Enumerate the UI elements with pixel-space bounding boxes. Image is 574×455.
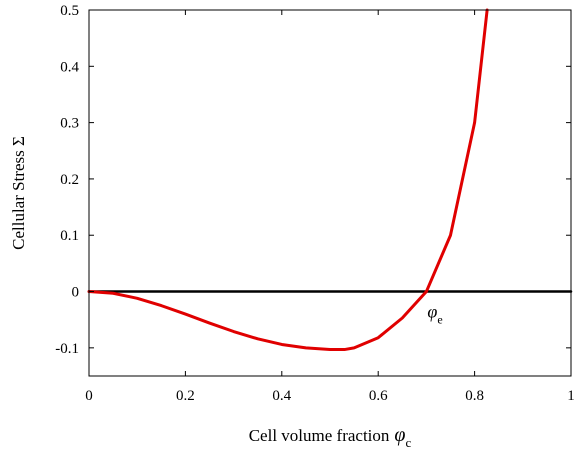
series-layer — [87, 8, 573, 352]
annotation-phi-e: φe — [427, 302, 442, 327]
annotation-symbol: φ — [427, 302, 437, 322]
x-axis-label-symbol: φ — [394, 424, 405, 446]
x-axis-label-sub: c — [405, 435, 411, 450]
annotation-layer: φe — [427, 302, 442, 327]
x-tick-label: 1 — [567, 388, 574, 404]
y-tick-label: 0 — [72, 285, 80, 301]
series-line-stress — [87, 8, 489, 352]
x-axis-label: Cell volume fraction φc — [249, 424, 412, 450]
x-tick-label: 0.8 — [465, 388, 484, 404]
y-tick-label: 0.3 — [60, 116, 79, 132]
y-tick-label: -0.1 — [55, 341, 79, 357]
y-tick-label: 0.4 — [60, 59, 79, 75]
x-tick-label: 0.4 — [272, 388, 291, 404]
y-tick-label: 0.5 — [60, 3, 79, 19]
plot-frame — [88, 9, 572, 377]
y-tick-label: 0.1 — [60, 228, 79, 244]
y-tick-label: 0.2 — [60, 172, 79, 188]
plot-area — [89, 10, 571, 376]
y-axis-label: Cellular Stress Σ — [9, 136, 28, 250]
x-tick-label: 0.6 — [369, 388, 388, 404]
x-axis-label-text: Cell volume fraction — [249, 426, 390, 445]
x-tick-label: 0 — [85, 388, 93, 404]
x-tick-label: 0.2 — [176, 388, 195, 404]
annotation-sub: e — [437, 313, 442, 327]
ticks-layer: 0 0.2 0.4 0.6 0.8 1 -0.1 0 0.1 0.2 0.3 0.4 0.5 — [55, 3, 574, 404]
